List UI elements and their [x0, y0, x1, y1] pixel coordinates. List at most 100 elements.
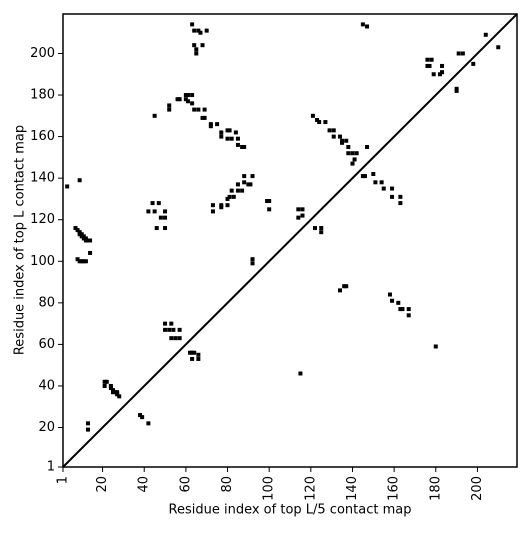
contact-point — [429, 57, 434, 62]
contact-point — [77, 259, 82, 264]
contact-point — [190, 101, 195, 106]
contact-point — [390, 186, 395, 191]
y-tick-label: 80 — [38, 295, 55, 310]
contact-point — [173, 336, 178, 341]
y-tick-label: 140 — [30, 171, 55, 186]
contact-point — [440, 63, 445, 68]
contact-point — [185, 99, 190, 104]
contact-point — [102, 383, 107, 388]
contact-point — [190, 356, 195, 361]
contact-point — [156, 201, 161, 206]
contact-point — [117, 394, 122, 399]
contact-point — [115, 390, 120, 395]
contact-point — [319, 226, 324, 231]
contact-point — [194, 51, 199, 56]
contact-point — [225, 128, 230, 133]
contact-point — [310, 113, 315, 118]
contact-point — [379, 180, 384, 185]
contact-point — [250, 257, 255, 262]
contact-point — [365, 24, 370, 29]
contact-point — [163, 215, 168, 220]
contact-point — [196, 356, 201, 361]
contact-point — [183, 97, 188, 102]
x-tick-label: 100 — [262, 476, 277, 501]
contact-point — [65, 184, 70, 189]
x-axis-title: Residue index of top L/5 contact map — [169, 503, 412, 518]
contact-point — [235, 182, 240, 187]
contact-point — [373, 180, 378, 185]
contact-point — [406, 313, 411, 318]
contact-point — [331, 128, 336, 133]
x-tick-label: 20 — [95, 476, 110, 493]
y-tick-label: 200 — [30, 46, 55, 61]
contact-point — [440, 70, 445, 75]
contact-point — [77, 178, 82, 183]
contact-point — [352, 157, 357, 162]
contact-point — [400, 307, 405, 312]
contact-point — [267, 207, 272, 212]
contact-point — [177, 327, 182, 332]
contact-point — [227, 128, 232, 133]
contact-point — [210, 209, 215, 214]
contact-point — [227, 194, 232, 199]
contact-point — [300, 213, 305, 218]
contact-point — [192, 350, 197, 355]
contact-point — [235, 142, 240, 147]
contact-point — [138, 413, 143, 418]
contact-point — [113, 390, 118, 395]
contact-point — [208, 122, 213, 127]
contact-point — [171, 327, 176, 332]
x-tick-label: 200 — [470, 476, 485, 501]
contact-point — [202, 107, 207, 112]
contact-point — [437, 72, 442, 77]
contact-point — [350, 151, 355, 156]
contact-point — [175, 97, 180, 102]
contact-point — [77, 230, 82, 235]
contact-point — [167, 103, 172, 108]
contact-point — [81, 236, 86, 241]
contact-point — [390, 194, 395, 199]
contact-point — [398, 201, 403, 206]
contact-point — [387, 292, 392, 297]
y-tick-label: 180 — [30, 88, 55, 103]
contact-point — [360, 174, 365, 179]
y-tick-label: 20 — [38, 420, 55, 435]
contact-point — [267, 199, 272, 204]
y-tick-label: 60 — [38, 337, 55, 352]
contact-point — [354, 151, 359, 156]
contact-point — [167, 107, 172, 112]
contact-point — [240, 188, 245, 193]
y-tick-label: 160 — [30, 129, 55, 144]
contact-point — [75, 228, 80, 233]
contact-point — [233, 130, 238, 135]
contact-point — [190, 93, 195, 98]
contact-point — [188, 350, 193, 355]
contact-point — [75, 257, 80, 262]
x-tick-label: 1 — [56, 476, 71, 484]
contact-point — [483, 32, 488, 37]
contact-point — [210, 203, 215, 208]
x-tick-label: 140 — [345, 476, 360, 501]
contact-point — [192, 107, 197, 112]
contact-point — [346, 151, 351, 156]
contact-point — [140, 415, 145, 420]
contact-point — [406, 307, 411, 312]
contact-point — [296, 207, 301, 212]
contact-point — [81, 234, 86, 239]
contact-point — [362, 174, 367, 179]
contact-point — [167, 327, 172, 332]
contact-point — [317, 120, 322, 125]
contact-point — [323, 120, 328, 125]
contact-point — [312, 226, 317, 231]
contact-point — [350, 161, 355, 166]
contact-point — [88, 238, 93, 243]
y-tick-label: 120 — [30, 212, 55, 227]
contact-point — [242, 180, 247, 185]
contact-point — [83, 236, 88, 241]
contact-point — [471, 61, 476, 66]
contact-point — [219, 134, 224, 139]
contact-point — [456, 51, 461, 56]
contact-point — [235, 136, 240, 141]
contact-point — [163, 327, 168, 332]
contact-point — [190, 350, 195, 355]
